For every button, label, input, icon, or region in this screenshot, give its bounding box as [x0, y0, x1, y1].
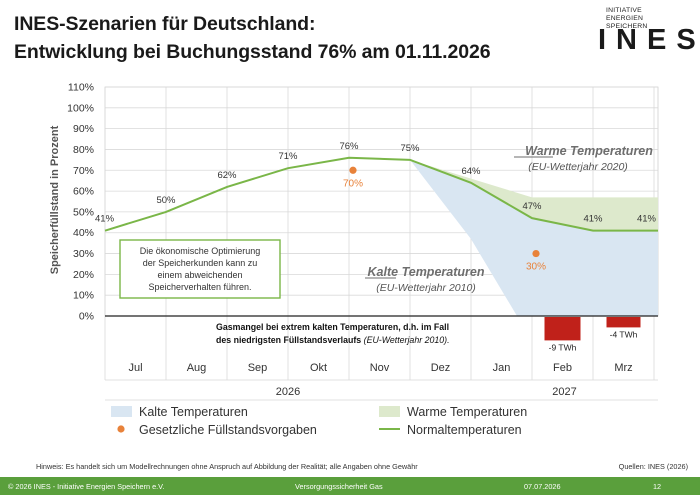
normal-data-label: 62% — [217, 170, 237, 181]
y-tick-label: 90% — [73, 123, 94, 135]
source-note: Quellen: INES (2026) — [618, 462, 688, 471]
optimization-note-line: Die ökonomische Optimierung — [140, 246, 261, 256]
legend-label: Kalte Temperaturen — [139, 405, 248, 419]
normal-series-line — [104, 156, 658, 232]
disclaimer-note: Hinweis: Es handelt sich um Modellrechnu… — [36, 462, 418, 471]
optimization-note-line: Speicherverhalten führen. — [148, 282, 251, 292]
normal-data-label: 41% — [95, 214, 115, 225]
legal-target-point — [532, 249, 540, 258]
normal-data-label: 50% — [156, 195, 176, 206]
legend-label: Gesetzliche Füllstandsvorgaben — [139, 423, 317, 437]
logo-tagline-2: Energien Speichern — [606, 15, 648, 30]
normal-data-label: 41% — [583, 214, 603, 225]
cold-annotation-title: Kalte Temperaturen — [368, 265, 485, 279]
shortfall-label: -4 TWh — [610, 329, 638, 339]
footer-date: 07.07.2026 — [524, 482, 561, 491]
x-tick-label: Okt — [310, 362, 327, 374]
optimization-note-line: einem abweichenden — [157, 270, 242, 280]
year-label: 2027 — [552, 386, 576, 398]
legal-target-label: 70% — [343, 178, 363, 189]
warm-annotation-title: Warme Temperaturen — [525, 144, 653, 158]
logo-tagline-1: Initiative — [606, 7, 642, 14]
y-tick-label: 0% — [79, 311, 94, 323]
legend-swatch-area — [379, 406, 400, 417]
gas-shortage-note-line1: Gasmangel bei extrem kalten Temperaturen… — [216, 322, 449, 332]
y-tick-label: 40% — [73, 227, 94, 239]
x-tick-label: Jul — [128, 362, 142, 374]
y-tick-label: 100% — [67, 102, 94, 114]
footer-topic: Versorgungssicherheit Gas — [295, 482, 383, 491]
title-line-1: INES-Szenarien für Deutschland: — [14, 13, 316, 35]
legend-swatch-dot — [117, 425, 125, 433]
title-line-2: Entwicklung bei Buchungsstand 76% am 01.… — [14, 41, 491, 63]
optimization-note-line: der Speicherkunden kann zu — [143, 258, 258, 268]
x-tick-label: Nov — [370, 362, 390, 374]
shortfall-label: -9 TWh — [549, 342, 577, 352]
shortfall-bar — [544, 317, 581, 341]
normal-data-label: 71% — [278, 151, 298, 162]
normal-data-label: 76% — [339, 141, 359, 152]
x-tick-label: Mrz — [614, 362, 632, 374]
x-tick-label: Aug — [187, 362, 207, 374]
normal-data-label: 47% — [522, 201, 542, 212]
y-tick-label: 70% — [73, 165, 94, 177]
y-tick-label: 50% — [73, 206, 94, 218]
legal-target-label: 30% — [526, 262, 546, 273]
shortfall-bar — [606, 317, 641, 328]
y-tick-label: 80% — [73, 144, 94, 156]
legend-label: Warme Temperaturen — [407, 405, 527, 419]
logo-tagline: Initiative Energien Speichern — [606, 7, 686, 31]
warm-annotation-subtitle: (EU-Wetterjahr 2020) — [528, 161, 628, 173]
logo-wordmark: INES — [598, 24, 700, 56]
normal-data-label: 75% — [400, 143, 420, 154]
optimization-note-box — [119, 239, 281, 299]
x-tick-label: Dez — [431, 362, 451, 374]
footer-copyright: © 2026 INES - Initiative Energien Speich… — [8, 482, 165, 491]
x-tick-label: Sep — [248, 362, 268, 374]
x-tick-label: Jan — [493, 362, 511, 374]
y-tick-label: 110% — [68, 82, 94, 94]
gas-shortage-note-line2: des niedrigsten Füllstandsverlaufs (EU-W… — [216, 335, 450, 345]
footer-bar: © 2026 INES - Initiative Energien Speich… — [0, 477, 700, 495]
cold-scenario-area — [410, 159, 658, 316]
warm-scenario-area — [410, 159, 658, 231]
year-label: 2026 — [276, 386, 300, 398]
fill-level-chart: 0% 10% 20% 30% 40% 50% 60% 70% 80% 90% 100% 110% Spe… — [49, 82, 659, 437]
footer-page: 12 — [653, 482, 662, 491]
normal-data-label: 64% — [461, 166, 481, 177]
y-tick-label: 60% — [73, 186, 94, 198]
cold-annotation-subtitle: (EU-Wetterjahr 2010) — [376, 282, 476, 294]
legend-swatch-area — [111, 406, 132, 417]
normal-data-label: 41% — [637, 214, 657, 225]
y-tick-label: 10% — [73, 290, 94, 302]
x-tick-label: Feb — [553, 362, 572, 374]
y-tick-label: 30% — [73, 248, 94, 260]
page-title: INES-Szenarien für Deutschland: Entwickl… — [14, 10, 491, 66]
legend-label: Normaltemperaturen — [407, 423, 522, 437]
y-tick-label: 20% — [73, 269, 94, 281]
y-axis-label: Speicherfüllstand in Prozent — [49, 125, 61, 274]
legal-target-point — [349, 166, 357, 174]
